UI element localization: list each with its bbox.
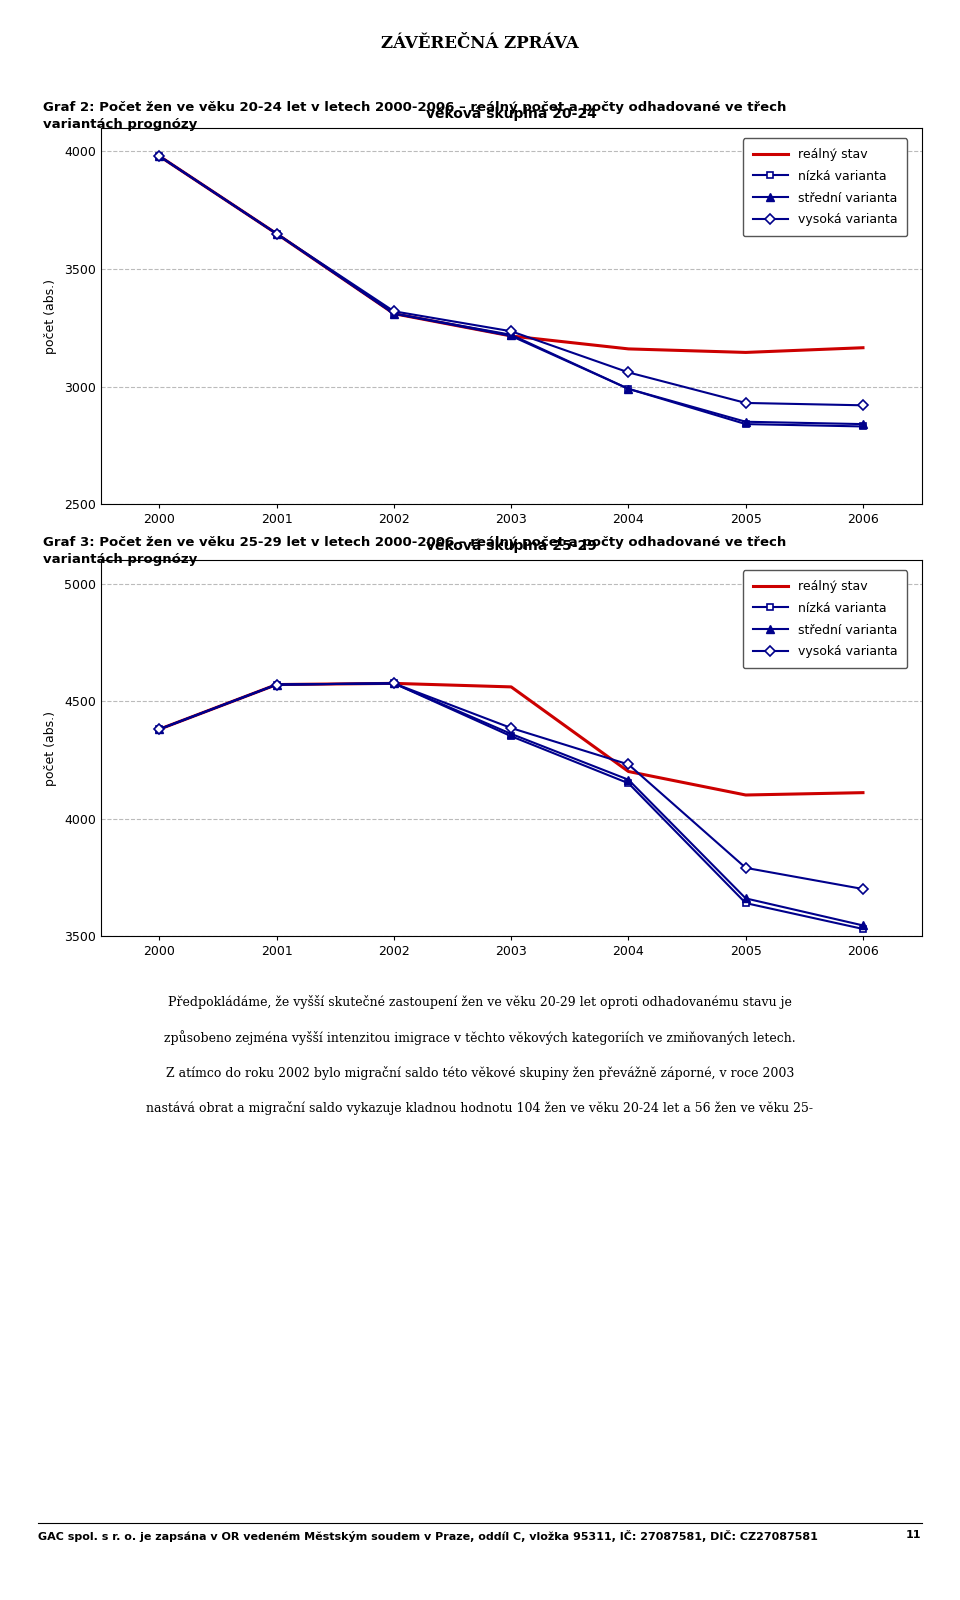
Y-axis label: počet (abs.): počet (abs.) — [44, 278, 57, 354]
Title: věková skupina 25-29: věková skupina 25-29 — [426, 539, 596, 554]
reálný stav — [623, 762, 635, 781]
vysoká varianta — [271, 224, 282, 243]
nízká varianta — [388, 674, 399, 693]
Y-axis label: počet (abs.): počet (abs.) — [44, 710, 57, 786]
reálný stav — [271, 224, 282, 243]
vysoká varianta — [506, 718, 517, 738]
střední varianta — [271, 675, 282, 694]
reálný stav — [857, 338, 869, 357]
reálný stav — [271, 675, 282, 694]
Text: nastává obrat a migrační saldo vykazuje kladnou hodnotu 104 žen ve věku 20-24 le: nastává obrat a migrační saldo vykazuje … — [147, 1101, 813, 1115]
nízká varianta — [154, 720, 165, 739]
reálný stav — [388, 304, 399, 323]
nízká varianta — [740, 893, 752, 912]
vysoká varianta — [740, 858, 752, 877]
nízká varianta — [506, 726, 517, 746]
vysoká varianta — [154, 147, 165, 166]
střední varianta — [623, 379, 635, 398]
Text: Graf 3: Počet žen ve věku 25-29 let v letech 2000-2006 – reálný počet a počty od: Graf 3: Počet žen ve věku 25-29 let v le… — [43, 536, 786, 566]
nízká varianta — [154, 147, 165, 166]
Text: ZÁVĚREČNÁ ZPRÁVA: ZÁVĚREČNÁ ZPRÁVA — [381, 35, 579, 53]
střední varianta — [506, 725, 517, 744]
nízká varianta — [271, 675, 282, 694]
Line: vysoká varianta: vysoká varianta — [156, 680, 867, 893]
nízká varianta — [388, 304, 399, 323]
vysoká varianta — [271, 675, 282, 694]
střední varianta — [388, 304, 399, 323]
vysoká varianta — [623, 363, 635, 382]
Legend: reálný stav, nízká varianta, střední varianta, vysoká varianta: reálný stav, nízká varianta, střední var… — [742, 570, 907, 669]
reálný stav — [154, 720, 165, 739]
Line: střední varianta: střední varianta — [156, 680, 867, 930]
Line: střední varianta: střední varianta — [156, 152, 867, 429]
nízká varianta — [506, 326, 517, 346]
střední varianta — [740, 413, 752, 432]
nízká varianta — [740, 414, 752, 434]
vysoká varianta — [506, 322, 517, 341]
nízká varianta — [857, 920, 869, 939]
reálný stav — [740, 342, 752, 362]
reálný stav — [623, 339, 635, 358]
střední varianta — [154, 147, 165, 166]
střední varianta — [623, 770, 635, 789]
vysoká varianta — [388, 302, 399, 322]
střední varianta — [857, 414, 869, 434]
reálný stav — [506, 326, 517, 346]
reálný stav — [388, 674, 399, 693]
Line: nízká varianta: nízká varianta — [156, 152, 867, 430]
vysoká varianta — [740, 394, 752, 413]
Text: způsobeno zejména vyšší intenzitou imigrace v těchto věkových kategoriích ve zmi: způsobeno zejména vyšší intenzitou imigr… — [164, 1030, 796, 1045]
Text: 11: 11 — [906, 1530, 922, 1539]
Line: reálný stav: reálný stav — [159, 683, 863, 795]
střední varianta — [857, 915, 869, 934]
nízká varianta — [623, 774, 635, 794]
reálný stav — [154, 147, 165, 166]
vysoká varianta — [623, 755, 635, 774]
Text: GAC spol. s r. o. je zapsána v OR vedeném Městským soudem v Praze, oddíl C, vlož: GAC spol. s r. o. je zapsána v OR vedené… — [38, 1530, 818, 1542]
Title: věková skupina 20-24: věková skupina 20-24 — [426, 107, 596, 122]
Line: reálný stav: reálný stav — [159, 157, 863, 352]
Line: vysoká varianta: vysoká varianta — [156, 152, 867, 408]
reálný stav — [857, 782, 869, 802]
Legend: reálný stav, nízká varianta, střední varianta, vysoká varianta: reálný stav, nízká varianta, střední var… — [742, 138, 907, 237]
nízká varianta — [857, 418, 869, 437]
Text: Z atímco do roku 2002 bylo migrační saldo této věkové skupiny žen převážně zápor: Z atímco do roku 2002 bylo migrační sald… — [166, 1066, 794, 1080]
Text: Předpokládáme, že vyšší skutečné zastoupení žen ve věku 20-29 let oproti odhadov: Předpokládáme, že vyšší skutečné zastoup… — [168, 995, 792, 1010]
střední varianta — [154, 720, 165, 739]
reálný stav — [506, 677, 517, 696]
vysoká varianta — [857, 880, 869, 899]
Line: nízká varianta: nízká varianta — [156, 680, 867, 933]
střední varianta — [388, 674, 399, 693]
Text: Graf 2: Počet žen ve věku 20-24 let v letech 2000-2006 – reálný počet a počty od: Graf 2: Počet žen ve věku 20-24 let v le… — [43, 101, 786, 131]
reálný stav — [740, 786, 752, 805]
střední varianta — [271, 224, 282, 243]
střední varianta — [506, 325, 517, 344]
nízká varianta — [271, 224, 282, 243]
nízká varianta — [623, 379, 635, 398]
vysoká varianta — [388, 674, 399, 693]
střední varianta — [740, 890, 752, 909]
vysoká varianta — [857, 395, 869, 414]
vysoká varianta — [154, 720, 165, 739]
